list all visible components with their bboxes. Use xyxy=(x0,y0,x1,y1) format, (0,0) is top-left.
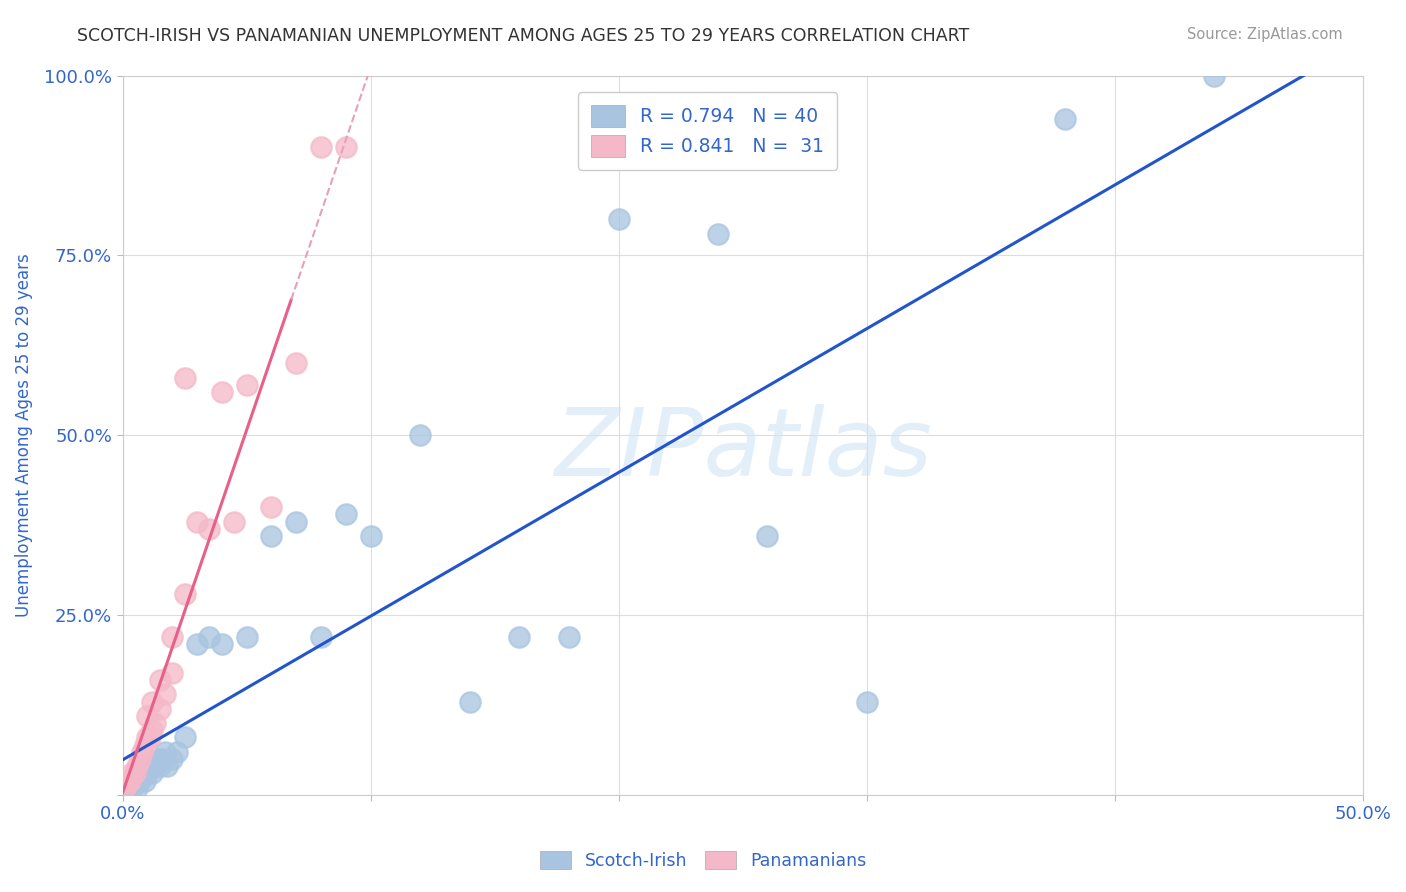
Point xyxy=(166,745,188,759)
Point xyxy=(309,140,332,154)
Point xyxy=(141,694,163,708)
Point xyxy=(131,745,153,759)
Point xyxy=(127,759,149,773)
Point xyxy=(121,780,143,795)
Point xyxy=(211,637,233,651)
Point xyxy=(149,759,172,773)
Point xyxy=(173,586,195,600)
Point xyxy=(124,773,146,788)
Point xyxy=(335,140,357,154)
Point xyxy=(128,752,150,766)
Point xyxy=(198,630,221,644)
Point xyxy=(235,630,257,644)
Point xyxy=(127,780,149,795)
Point xyxy=(260,500,283,515)
Point xyxy=(141,723,163,738)
Point xyxy=(118,773,141,788)
Point xyxy=(160,665,183,680)
Point xyxy=(235,378,257,392)
Point xyxy=(211,385,233,400)
Point xyxy=(143,759,166,773)
Point xyxy=(117,773,139,788)
Point xyxy=(186,515,208,529)
Point xyxy=(160,630,183,644)
Point xyxy=(335,508,357,522)
Point xyxy=(1053,112,1076,126)
Point xyxy=(173,731,195,745)
Legend: R = 0.794   N = 40, R = 0.841   N =  31: R = 0.794 N = 40, R = 0.841 N = 31 xyxy=(578,92,838,170)
Point xyxy=(360,529,382,543)
Point xyxy=(285,356,308,370)
Point xyxy=(706,227,728,241)
Text: Source: ZipAtlas.com: Source: ZipAtlas.com xyxy=(1187,27,1343,42)
Point xyxy=(118,773,141,788)
Point xyxy=(124,766,146,780)
Text: ZIPatlas: ZIPatlas xyxy=(554,404,932,495)
Point xyxy=(139,731,162,745)
Point xyxy=(309,630,332,644)
Point xyxy=(128,773,150,788)
Point xyxy=(114,780,136,795)
Point xyxy=(146,752,169,766)
Point xyxy=(260,529,283,543)
Point xyxy=(121,766,143,780)
Point xyxy=(156,759,179,773)
Point xyxy=(173,370,195,384)
Point xyxy=(508,630,530,644)
Point xyxy=(131,766,153,780)
Point xyxy=(153,687,176,701)
Point xyxy=(558,630,581,644)
Point xyxy=(136,709,159,723)
Point xyxy=(458,694,481,708)
Point xyxy=(134,738,156,752)
Point xyxy=(607,212,630,227)
Point xyxy=(285,515,308,529)
Text: SCOTCH-IRISH VS PANAMANIAN UNEMPLOYMENT AMONG AGES 25 TO 29 YEARS CORRELATION CH: SCOTCH-IRISH VS PANAMANIAN UNEMPLOYMENT … xyxy=(77,27,970,45)
Point xyxy=(141,766,163,780)
Point xyxy=(160,752,183,766)
Point xyxy=(134,773,156,788)
Y-axis label: Unemployment Among Ages 25 to 29 years: Unemployment Among Ages 25 to 29 years xyxy=(15,253,32,617)
Point xyxy=(136,731,159,745)
Point xyxy=(1202,69,1225,83)
Point xyxy=(198,522,221,536)
Point xyxy=(149,673,172,687)
Point xyxy=(114,780,136,795)
Point xyxy=(150,752,173,766)
Point xyxy=(153,745,176,759)
Point xyxy=(117,780,139,795)
Point xyxy=(139,759,162,773)
Point xyxy=(756,529,779,543)
Point xyxy=(186,637,208,651)
Point xyxy=(136,766,159,780)
Point xyxy=(409,428,432,442)
Point xyxy=(143,716,166,731)
Point xyxy=(855,694,877,708)
Legend: Scotch-Irish, Panamanians: Scotch-Irish, Panamanians xyxy=(531,843,875,879)
Point xyxy=(224,515,246,529)
Point xyxy=(149,702,172,716)
